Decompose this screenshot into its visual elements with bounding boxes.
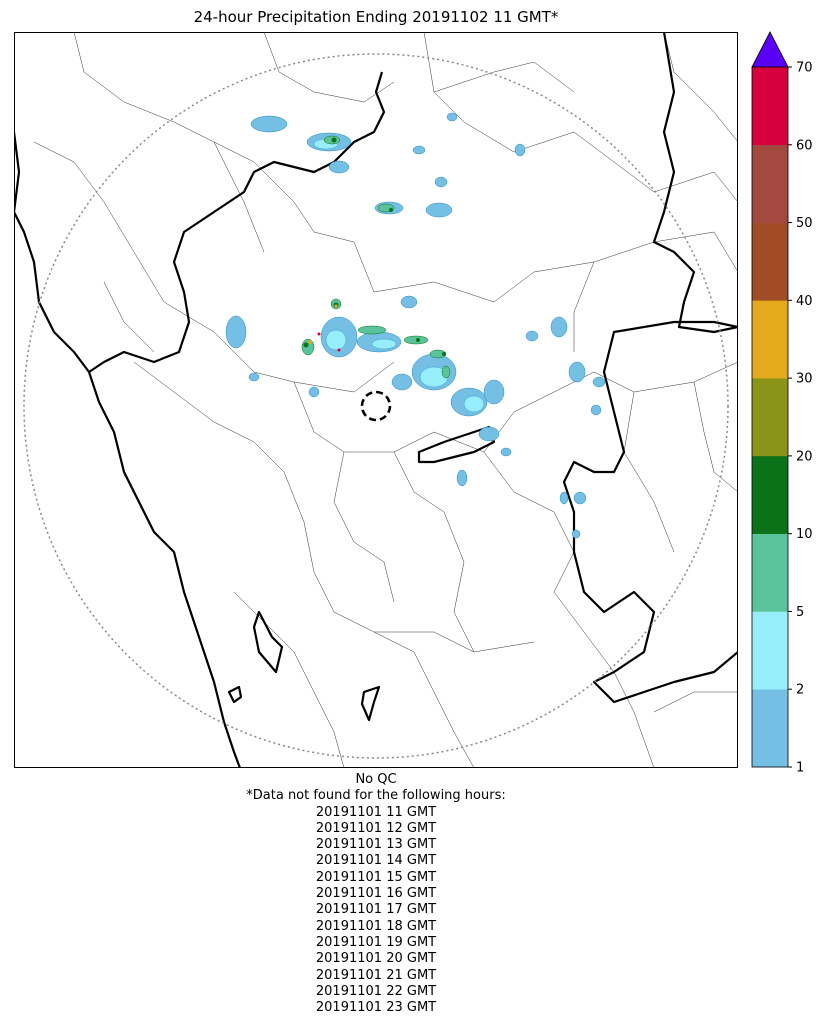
colorbar-segment — [752, 533, 788, 612]
missing-hour-item: 20191101 14 GMT — [315, 853, 437, 869]
missing-hour-item: 20191101 22 GMT — [315, 983, 437, 999]
missing-hour-item: 20191101 13 GMT — [315, 837, 437, 853]
map-footer-notes: No QC *Data not found for the following … — [14, 772, 738, 1016]
radar-site-ring — [360, 390, 392, 422]
missing-hour-item: 20191101 12 GMT — [315, 820, 437, 836]
missing-hours-list: 20191101 11 GMT 20191101 12 GMT 20191101 1… — [14, 805, 738, 1017]
colorbar-segment — [752, 455, 788, 534]
colorbar-segment — [752, 300, 788, 379]
precip-peak — [317, 332, 341, 352]
precip-extreme — [308, 304, 338, 344]
missing-hour-item: 20191101 17 GMT — [315, 902, 437, 918]
colorbar-tick-label: 40 — [796, 294, 813, 309]
district-boundaries — [33, 32, 738, 768]
map-title: 24-hour Precipitation Ending 20191102 11… — [193, 8, 559, 26]
colorbar-segment — [752, 144, 788, 223]
qc-label: No QC — [355, 772, 397, 787]
missing-hour-item: 20191101 18 GMT — [315, 918, 437, 934]
colorbar-segment — [752, 222, 788, 301]
colorbar-segment — [752, 67, 788, 146]
missing-hour-item: 20191101 23 GMT — [315, 1000, 437, 1016]
colorbar-tick-label: 10 — [796, 527, 813, 542]
colorbar-tick-label: 60 — [796, 138, 813, 153]
colorbar-tick-label: 20 — [796, 449, 813, 464]
precipitation-colorbar: 1 2 5 10 20 30 40 50 60 70 — [751, 31, 813, 776]
colorbar-segment — [752, 611, 788, 690]
colorbar-tick-label: 2 — [796, 683, 804, 698]
colorbar-segment — [752, 378, 788, 457]
missing-hour-item: 20191101 19 GMT — [315, 934, 437, 950]
colorbar-extend-arrow — [751, 31, 789, 68]
missing-hour-item: 20191101 15 GMT — [315, 869, 437, 885]
precipitation-field — [225, 112, 606, 539]
missing-hour-item: 20191101 11 GMT — [315, 804, 437, 820]
colorbar-tick-label: 5 — [796, 605, 804, 620]
radar-range-ring — [23, 53, 729, 759]
missing-hours-header: *Data not found for the following hours: — [246, 788, 506, 804]
missing-hour-item: 20191101 21 GMT — [315, 967, 437, 983]
colorbar-segment — [752, 689, 788, 768]
colorbar-tick-label: 50 — [796, 216, 813, 231]
missing-hour-item: 20191101 20 GMT — [315, 951, 437, 967]
colorbar-tick-label: 70 — [796, 61, 813, 76]
colorbar-tick-label: 1 — [796, 761, 804, 776]
map-border — [14, 32, 738, 768]
state-boundaries — [14, 32, 738, 768]
colorbar-tick-label: 30 — [796, 372, 813, 387]
missing-hour-item: 20191101 16 GMT — [315, 886, 437, 902]
colorbar-outline — [751, 66, 789, 768]
radar-map[interactable] — [14, 32, 738, 768]
